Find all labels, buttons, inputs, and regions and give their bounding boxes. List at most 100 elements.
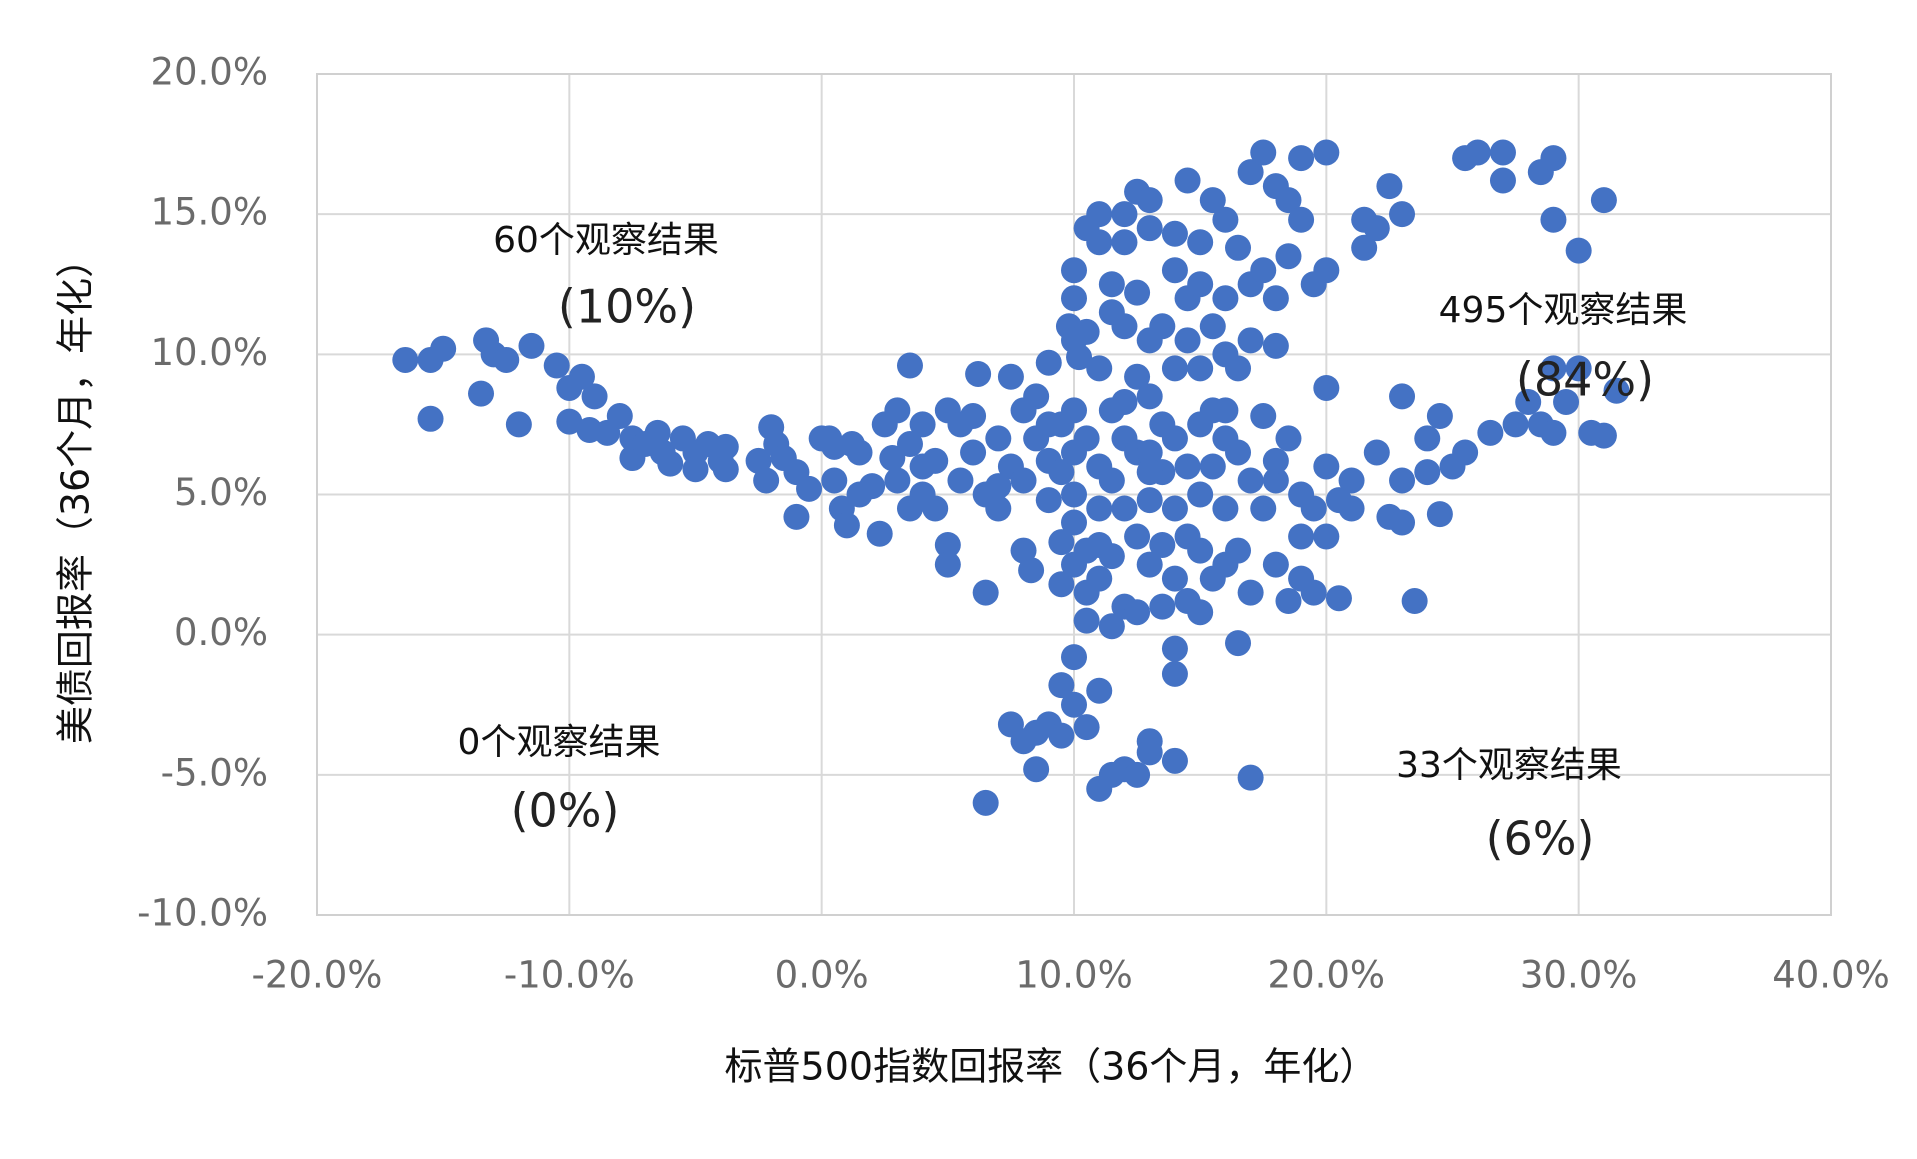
point	[1389, 467, 1416, 494]
point	[581, 383, 608, 410]
point	[1073, 607, 1100, 634]
point	[816, 425, 843, 452]
point	[1389, 383, 1416, 410]
point	[1086, 565, 1113, 592]
point	[1603, 377, 1630, 404]
y-tick-label: 0.0%	[174, 611, 268, 654]
point	[1098, 271, 1125, 298]
point	[1061, 257, 1087, 284]
point	[1275, 425, 1302, 452]
point	[1048, 571, 1075, 598]
point	[985, 473, 1012, 500]
point	[1250, 403, 1277, 430]
point	[960, 439, 987, 466]
point	[1351, 234, 1378, 261]
point	[1452, 439, 1479, 466]
point	[712, 433, 739, 460]
point	[1250, 257, 1277, 284]
point	[1161, 747, 1188, 774]
point	[1161, 635, 1188, 662]
point	[1363, 215, 1390, 242]
point	[1010, 537, 1037, 564]
point	[1061, 509, 1087, 536]
point	[783, 503, 810, 530]
point	[1590, 187, 1617, 214]
point	[1565, 355, 1592, 382]
point	[1035, 411, 1062, 438]
point	[1061, 481, 1087, 508]
point	[568, 363, 595, 390]
point	[1540, 206, 1567, 233]
point	[1187, 599, 1214, 626]
point	[997, 363, 1024, 390]
point	[1262, 447, 1289, 474]
point	[1262, 467, 1289, 494]
point	[1288, 145, 1315, 172]
point	[1174, 327, 1201, 354]
point	[859, 473, 886, 500]
point	[1136, 383, 1163, 410]
point	[947, 411, 974, 438]
point	[753, 467, 780, 494]
point	[1376, 173, 1403, 200]
point	[1161, 660, 1188, 687]
point	[1098, 467, 1125, 494]
point	[1111, 388, 1138, 415]
point	[1073, 425, 1100, 452]
point	[1225, 537, 1252, 564]
point	[821, 467, 848, 494]
y-tick-label: 5.0%	[174, 471, 268, 514]
labels: -10.0% -5.0% 0.0% 5.0% 10.0% 15.0% 20.0% -20.0%…	[137, 51, 1890, 997]
point	[1035, 349, 1062, 376]
annotation: 495个观察结果	[1439, 290, 1688, 331]
point	[1124, 279, 1151, 306]
point	[1237, 764, 1264, 791]
point	[1149, 593, 1176, 620]
point	[1426, 403, 1453, 430]
point	[884, 397, 911, 424]
point	[1098, 613, 1125, 640]
point	[896, 495, 923, 522]
point	[1212, 285, 1239, 312]
point	[1018, 557, 1045, 584]
point	[1136, 215, 1163, 242]
point	[879, 445, 906, 472]
point	[1149, 313, 1176, 340]
x-tick-label: 40.0%	[1772, 954, 1890, 997]
point	[1489, 167, 1516, 194]
point	[493, 346, 520, 373]
point	[1313, 257, 1340, 284]
point	[682, 456, 709, 483]
point	[1553, 388, 1580, 415]
point	[1237, 159, 1264, 186]
point	[1124, 523, 1151, 550]
x-axis-title: 标普500指数回报率（36个月，年化）	[725, 1045, 1378, 1089]
point	[1401, 588, 1428, 615]
point	[1136, 459, 1163, 486]
point	[1086, 495, 1113, 522]
point	[833, 512, 860, 539]
point	[745, 447, 772, 474]
point	[1212, 206, 1239, 233]
point	[1187, 481, 1214, 508]
point	[1237, 467, 1264, 494]
point	[1540, 145, 1567, 172]
point	[1325, 487, 1352, 514]
y-tick-label: -10.0%	[137, 892, 268, 935]
point	[1262, 285, 1289, 312]
point	[1010, 467, 1037, 494]
point	[1540, 355, 1567, 382]
annotation: (10%)	[558, 280, 696, 334]
point	[712, 456, 739, 483]
point	[1161, 565, 1188, 592]
point	[1061, 644, 1087, 671]
plot-border	[316, 73, 1832, 916]
point	[1565, 237, 1592, 264]
point	[1325, 585, 1352, 612]
point	[1111, 229, 1138, 256]
point	[1288, 206, 1315, 233]
point	[644, 419, 671, 446]
point	[556, 408, 583, 435]
point	[1086, 677, 1113, 704]
point	[1066, 344, 1093, 371]
